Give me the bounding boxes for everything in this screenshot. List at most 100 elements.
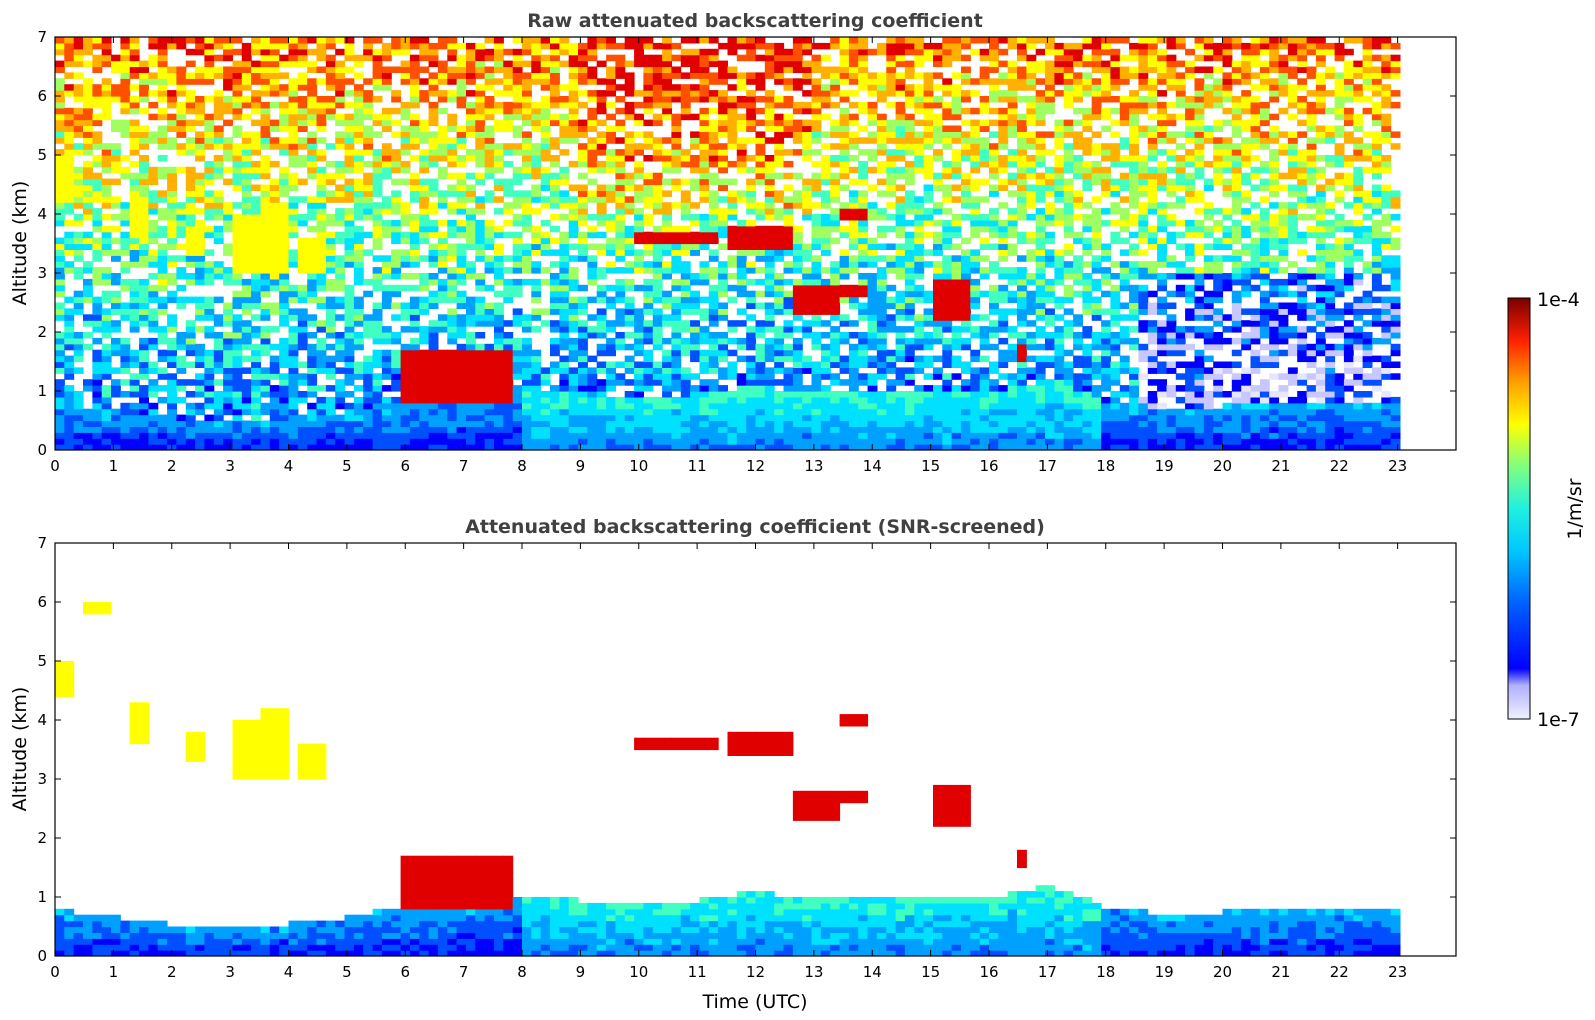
heatmap-cell	[494, 308, 504, 315]
heatmap-cell	[297, 308, 308, 315]
heatmap-cell	[820, 231, 831, 239]
heatmap-cell	[596, 208, 607, 215]
heatmap-cell	[662, 243, 672, 250]
heatmap-cell	[157, 54, 168, 62]
heatmap-cell	[727, 426, 738, 433]
heatmap-cell	[606, 149, 616, 156]
heatmap-cell	[176, 42, 187, 50]
heatmap-cell	[475, 113, 486, 121]
heatmap-cell	[148, 101, 159, 109]
heatmap-cell	[297, 326, 308, 333]
heatmap-cell	[204, 267, 215, 274]
heatmap-cell	[792, 337, 803, 345]
heatmap-cell	[129, 385, 140, 392]
heatmap-cell	[176, 379, 187, 386]
heatmap-cell	[615, 96, 626, 103]
heatmap-cell	[372, 438, 383, 445]
heatmap-cell	[55, 343, 65, 351]
heatmap-cell	[241, 166, 252, 174]
heatmap-cell	[195, 361, 205, 368]
heatmap-cell	[718, 367, 728, 374]
heatmap-cell	[111, 84, 121, 91]
heatmap-cell	[643, 361, 654, 368]
heatmap-cell	[895, 273, 906, 280]
heatmap-cell	[139, 385, 149, 392]
heatmap-cell	[699, 438, 710, 445]
heatmap-cell	[195, 255, 205, 262]
heatmap-cell	[148, 42, 159, 50]
heatmap-cell	[802, 202, 813, 209]
heatmap-cell	[92, 420, 103, 427]
heatmap-cell	[774, 302, 785, 309]
heatmap-cell	[475, 302, 486, 309]
heatmap-cell	[830, 391, 841, 398]
heatmap-cell	[699, 379, 710, 386]
heatmap-cell	[643, 438, 654, 445]
heatmap-cell	[129, 208, 140, 215]
heatmap-cell	[503, 349, 514, 357]
heatmap-cell	[895, 60, 906, 68]
heatmap-cell	[578, 101, 588, 109]
heatmap-cell	[260, 155, 271, 162]
heatmap-cell	[335, 379, 346, 386]
heatmap-cell	[437, 314, 448, 321]
heatmap-cell	[307, 385, 318, 392]
heatmap-cell	[157, 42, 168, 50]
heatmap-cell	[363, 249, 374, 256]
heatmap-cell	[129, 54, 140, 62]
heatmap-cell	[409, 225, 420, 233]
heatmap-cell	[195, 78, 205, 85]
heatmap-cell	[363, 314, 374, 321]
heatmap-cell	[204, 125, 215, 132]
heatmap-cell	[428, 249, 439, 256]
heatmap-cell	[671, 373, 682, 380]
heatmap-cell	[176, 414, 187, 422]
heatmap-cell	[64, 166, 75, 174]
heatmap-cell	[213, 444, 224, 450]
heatmap-cell	[307, 137, 318, 144]
heatmap-cell	[475, 367, 486, 374]
heatmap-cell	[559, 42, 570, 50]
heatmap-cell	[73, 149, 84, 156]
heatmap-cell	[297, 155, 308, 162]
heatmap-cell	[736, 160, 747, 168]
heatmap-cell	[381, 225, 392, 233]
heatmap-cell	[55, 444, 65, 450]
heatmap-cell	[858, 160, 869, 168]
heatmap-cell	[727, 42, 738, 50]
heatmap-cell	[288, 178, 299, 186]
heatmap-cell	[680, 379, 691, 386]
heatmap-cell	[652, 149, 663, 156]
heatmap-cell	[101, 90, 112, 97]
heatmap-cell	[251, 208, 261, 215]
heatmap-cell	[363, 113, 374, 121]
heatmap-cell	[419, 273, 430, 280]
heatmap-cell	[680, 320, 691, 327]
heatmap-cell	[353, 190, 364, 197]
heatmap-cell	[92, 219, 103, 227]
heatmap-cell	[260, 438, 271, 445]
heatmap-cell	[531, 296, 542, 304]
heatmap-cell	[680, 385, 691, 392]
heatmap-cell	[232, 355, 243, 363]
heatmap-cell	[195, 96, 205, 103]
heatmap-cell	[783, 343, 794, 351]
heatmap-cell	[279, 273, 290, 280]
heatmap-cell	[559, 190, 570, 197]
heatmap-cell	[428, 202, 439, 209]
heatmap-cell	[279, 402, 290, 410]
heatmap-cell	[746, 96, 757, 103]
heatmap-cell	[876, 131, 887, 138]
heatmap-cell	[848, 143, 859, 150]
heatmap-cell	[615, 290, 626, 298]
heatmap-cell	[251, 202, 261, 209]
heatmap-cell	[223, 320, 233, 327]
heatmap-cell	[372, 131, 383, 138]
heatmap-cell	[129, 314, 140, 321]
heatmap-cell	[652, 402, 663, 410]
heatmap-cell	[167, 231, 177, 239]
heatmap-cell	[353, 367, 364, 374]
heatmap-cell	[204, 438, 215, 445]
heatmap-cell	[437, 90, 448, 97]
heatmap-cell	[307, 408, 318, 416]
